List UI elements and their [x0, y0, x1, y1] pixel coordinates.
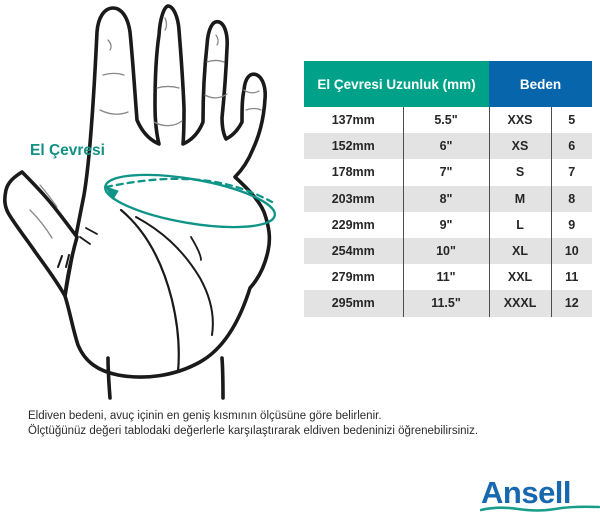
- svg-text:Ansell: Ansell: [481, 475, 571, 510]
